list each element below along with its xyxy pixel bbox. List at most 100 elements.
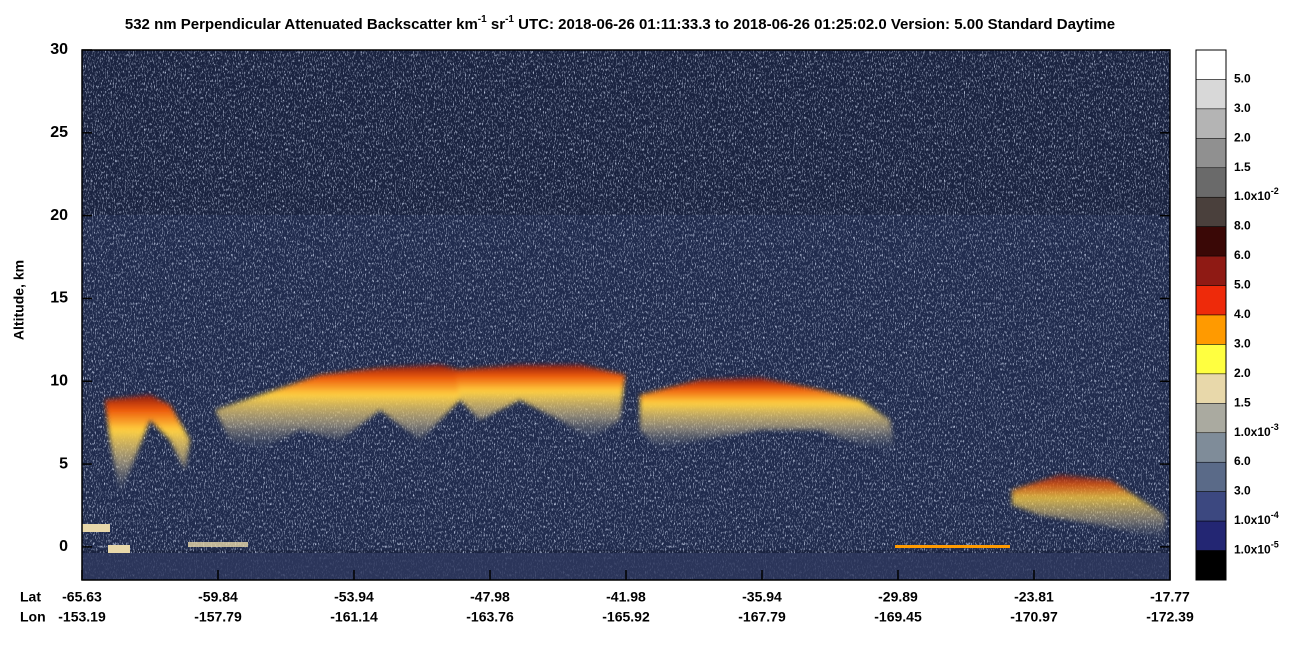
lon-tick-label: -169.45 bbox=[874, 609, 922, 625]
lon-tick-label: -172.39 bbox=[1146, 609, 1194, 625]
title-part: UTC: 2018-06-26 01:11:33.3 to 2018-06-26… bbox=[514, 16, 1115, 33]
colorbar-label: 1.0x10-2 bbox=[1234, 187, 1279, 204]
colorbar-label: 5.0 bbox=[1234, 278, 1251, 292]
lon-tick-label: -163.76 bbox=[466, 609, 514, 625]
colorbar-label-base: 1.0x10 bbox=[1234, 425, 1271, 439]
colorbar-label-base: 2.0 bbox=[1234, 366, 1251, 380]
title-superscript: -1 bbox=[478, 14, 487, 25]
lon-tick-label: -165.92 bbox=[602, 609, 650, 625]
colorbar-label: 6.0 bbox=[1234, 248, 1251, 262]
colorbar-swatch bbox=[1195, 550, 1227, 581]
colorbar-label-base: 8.0 bbox=[1234, 219, 1251, 233]
lat-tick-label: -47.98 bbox=[470, 589, 510, 605]
lat-tick-label: -59.84 bbox=[198, 589, 238, 605]
colorbar-label-base: 6.0 bbox=[1234, 454, 1251, 468]
colorbar-label-base: 2.0 bbox=[1234, 131, 1251, 145]
y-tick-label: 15 bbox=[50, 290, 68, 307]
colorbar-swatch bbox=[1195, 314, 1227, 345]
colorbar-label-exp: -5 bbox=[1271, 540, 1279, 550]
surface-cloud bbox=[188, 542, 248, 547]
colorbar-swatch bbox=[1195, 373, 1227, 404]
lon-tick-label: -153.19 bbox=[58, 609, 106, 625]
lon-tick-label: -161.14 bbox=[330, 609, 378, 625]
colorbar-label-base: 6.0 bbox=[1234, 248, 1251, 262]
colorbar-label: 1.0x10-3 bbox=[1234, 422, 1279, 439]
y-tick-label: 20 bbox=[50, 207, 68, 224]
colorbar-swatch bbox=[1195, 49, 1227, 80]
colorbar-label: 1.0x10-4 bbox=[1234, 510, 1279, 527]
colorbar-swatch bbox=[1195, 432, 1227, 463]
colorbar-label: 2.0 bbox=[1234, 366, 1251, 380]
colorbar-label-base: 3.0 bbox=[1234, 484, 1251, 498]
lat-tick-label: -17.77 bbox=[1150, 589, 1190, 605]
colorbar-label-base: 3.0 bbox=[1234, 101, 1251, 115]
colorbar-label: 2.0 bbox=[1234, 131, 1251, 145]
cloud bbox=[455, 365, 625, 440]
plot-area bbox=[81, 49, 1171, 581]
colorbar-swatch bbox=[1195, 520, 1227, 551]
lat-tick-label: -41.98 bbox=[606, 589, 646, 605]
y-tick-label: 10 bbox=[50, 372, 68, 389]
lat-tick-label: -29.89 bbox=[878, 589, 918, 605]
lat-tick-label: -53.94 bbox=[334, 589, 374, 605]
colorbar-label: 3.0 bbox=[1234, 337, 1251, 351]
colorbar-swatch bbox=[1195, 226, 1227, 257]
colorbar-label-base: 5.0 bbox=[1234, 72, 1251, 86]
colorbar-swatch bbox=[1195, 108, 1227, 139]
noise bbox=[82, 50, 1170, 580]
lon-tick-label: -157.79 bbox=[194, 609, 242, 625]
colorbar-label: 3.0 bbox=[1234, 484, 1251, 498]
clouds bbox=[105, 365, 1165, 540]
colorbar-swatch bbox=[1195, 79, 1227, 110]
title-superscript: -1 bbox=[505, 14, 514, 25]
cloud bbox=[215, 365, 460, 450]
colorbar-label: 1.0x10-5 bbox=[1234, 540, 1279, 557]
y-tick-label: 25 bbox=[50, 124, 68, 141]
colorbar-label-base: 4.0 bbox=[1234, 307, 1251, 321]
colorbar-label: 6.0 bbox=[1234, 454, 1251, 468]
colorbar-label-base: 1.5 bbox=[1234, 396, 1251, 410]
title-part: 532 nm Perpendicular Attenuated Backscat… bbox=[125, 16, 478, 33]
colorbar-swatch bbox=[1195, 138, 1227, 169]
colorbar-swatch bbox=[1195, 167, 1227, 198]
y-axis-label: Altitude, km bbox=[11, 260, 27, 340]
cloud bbox=[105, 395, 190, 495]
colorbar-swatch bbox=[1195, 344, 1227, 375]
colorbar-label: 8.0 bbox=[1234, 219, 1251, 233]
colorbar-swatch bbox=[1195, 285, 1227, 316]
lat-label: Lat bbox=[20, 589, 41, 605]
y-tick-label: 5 bbox=[59, 455, 68, 472]
colorbar-label: 1.5 bbox=[1234, 396, 1251, 410]
lat-tick-label: -35.94 bbox=[742, 589, 782, 605]
surface-cloud bbox=[82, 524, 110, 532]
cloud bbox=[1012, 475, 1165, 540]
y-tick-label: 30 bbox=[50, 41, 68, 58]
title-part: sr bbox=[487, 16, 506, 33]
colorbar-label: 5.0 bbox=[1234, 72, 1251, 86]
y-tick-label: 0 bbox=[59, 538, 68, 555]
lat-tick-label: -23.81 bbox=[1014, 589, 1054, 605]
chart-title: 532 nm Perpendicular Attenuated Backscat… bbox=[125, 14, 1115, 33]
colorbar-swatch bbox=[1195, 403, 1227, 434]
lon-tick-label: -167.79 bbox=[738, 609, 786, 625]
cloud bbox=[640, 378, 895, 450]
colorbar-label: 1.5 bbox=[1234, 160, 1251, 174]
lon-label: Lon bbox=[20, 609, 46, 625]
colorbar-swatch bbox=[1195, 255, 1227, 286]
colorbar-label-base: 1.0x10 bbox=[1234, 189, 1271, 203]
colorbar-label-exp: -4 bbox=[1271, 510, 1279, 520]
colorbar-swatch bbox=[1195, 491, 1227, 522]
colorbar-label-exp: -2 bbox=[1271, 187, 1279, 197]
colorbar-label-base: 1.5 bbox=[1234, 160, 1251, 174]
surface-cloud bbox=[108, 545, 130, 553]
colorbar-swatch bbox=[1195, 196, 1227, 227]
lon-tick-label: -170.97 bbox=[1010, 609, 1058, 625]
colorbar-label-base: 1.0x10 bbox=[1234, 513, 1271, 527]
colorbar-label-exp: -3 bbox=[1271, 422, 1279, 432]
colorbar-label: 4.0 bbox=[1234, 307, 1251, 321]
lat-tick-label: -65.63 bbox=[62, 589, 102, 605]
surface-return bbox=[895, 545, 1010, 548]
colorbar-label-base: 3.0 bbox=[1234, 337, 1251, 351]
colorbar-label: 3.0 bbox=[1234, 101, 1251, 115]
